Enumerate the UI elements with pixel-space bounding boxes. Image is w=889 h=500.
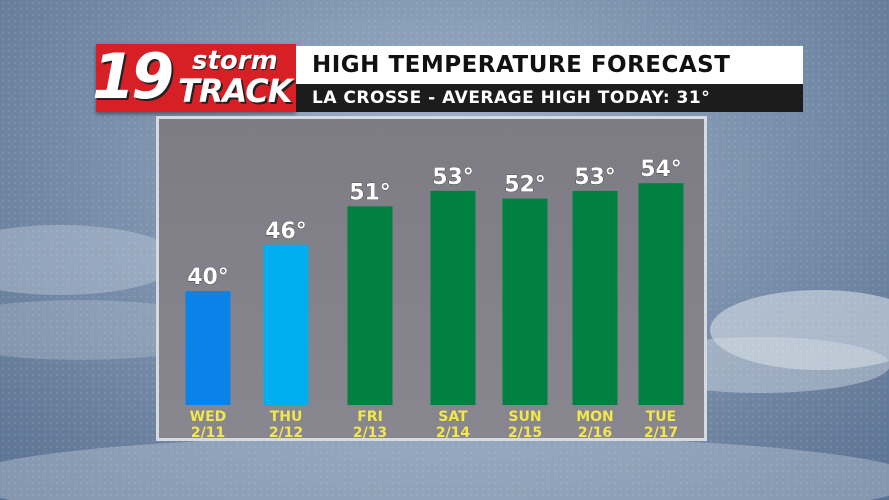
logo-number: 19 [92, 40, 174, 113]
day-label-wed: WED [190, 409, 227, 425]
subtitle-bar: LA CROSSE - AVERAGE HIGH TODAY: 31° [296, 84, 803, 112]
day-label-fri: FRI [357, 409, 383, 425]
title-bar: HIGH TEMPERATURE FORECAST [296, 46, 803, 84]
date-label-thu: 2/12 [269, 425, 303, 441]
storm-track-logo: 19 storm TRACK [92, 40, 296, 113]
bar-tue [638, 183, 684, 405]
logo-track-text: TRACK [178, 72, 293, 110]
value-label-fri: 51° [349, 180, 391, 205]
value-label-thu: 46° [265, 219, 307, 244]
date-label-sun: 2/15 [508, 425, 542, 441]
date-label-sat: 2/14 [436, 425, 471, 441]
day-label-thu: THU [270, 409, 303, 425]
value-label-sat: 53° [432, 165, 474, 190]
bar-thu [263, 244, 309, 405]
day-label-sun: SUN [508, 409, 541, 425]
date-label-mon: 2/16 [578, 425, 612, 441]
bar-wed [185, 291, 231, 405]
bar-fri [347, 206, 393, 405]
chart-title: HIGH TEMPERATURE FORECAST [312, 52, 731, 78]
bar-sun [502, 198, 548, 405]
date-label-fri: 2/13 [353, 425, 387, 441]
day-label-sat: SAT [438, 409, 468, 425]
day-label-mon: MON [576, 409, 614, 425]
bar-mon [572, 190, 618, 405]
chart-subtitle: LA CROSSE - AVERAGE HIGH TODAY: 31° [312, 88, 711, 108]
bar-sat [430, 190, 476, 405]
day-label-tue: TUE [646, 409, 676, 425]
value-label-sun: 52° [504, 173, 546, 198]
logo-storm-text: storm [192, 46, 278, 76]
date-label-wed: 2/11 [191, 425, 225, 441]
date-label-tue: 2/17 [644, 425, 678, 441]
value-label-mon: 53° [574, 165, 616, 190]
value-label-tue: 54° [640, 157, 682, 182]
value-label-wed: 40° [187, 265, 229, 290]
